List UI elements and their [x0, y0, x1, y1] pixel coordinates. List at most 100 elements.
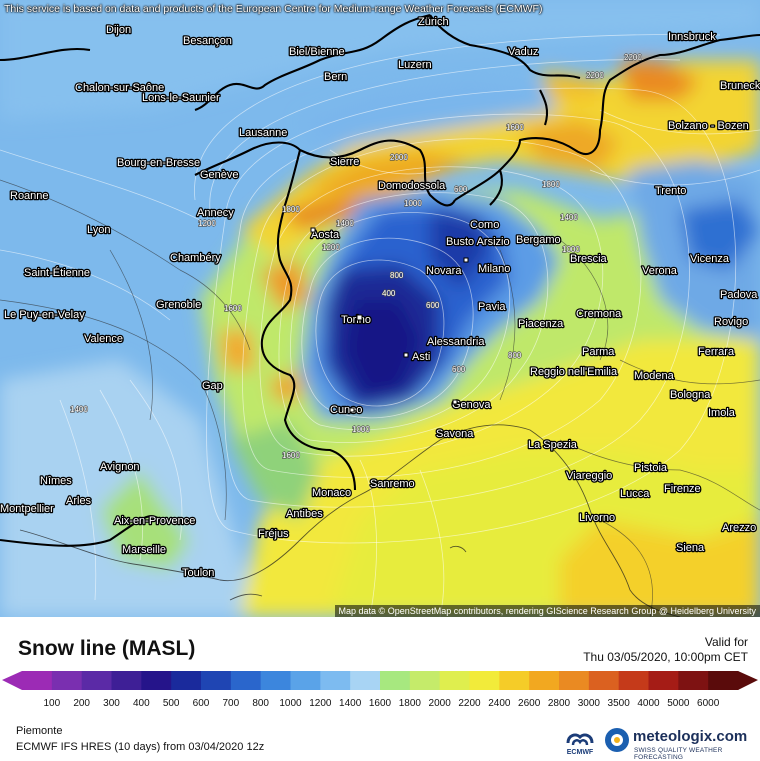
isoline-label: 1400	[70, 405, 88, 414]
scale-color-bin	[648, 671, 679, 690]
scale-tick-label: 3000	[577, 698, 600, 709]
city-label: Padova	[720, 289, 758, 301]
city-label: Annecy	[197, 207, 234, 219]
city-label: Zürich	[418, 16, 449, 28]
country-borders	[0, 13, 760, 547]
city-label: Bourg-en-Bresse	[117, 157, 200, 169]
snow-line-field	[0, 0, 760, 617]
city-label: Luzern	[398, 59, 432, 71]
city-label: Chalon-sur-Saône	[75, 82, 164, 94]
scale-tick-label: 2800	[547, 698, 571, 709]
isoline-label: 800	[390, 271, 404, 280]
isoline-label: 400	[382, 289, 396, 298]
city-label: Modena	[634, 370, 675, 382]
snow-line-map[interactable]: 400 600 600 800 800 600 1000 1000 1200 1…	[0, 0, 760, 617]
city-label: Nîmes	[40, 475, 72, 487]
scale-arrow-right	[738, 671, 758, 690]
scale-color-bin	[588, 671, 620, 690]
region-name: Piemonte	[16, 725, 63, 737]
city-label: Saint-Étienne	[24, 266, 90, 279]
city-label: Ferrara	[698, 346, 735, 358]
model-run: ECMWF IFS HRES (10 days) from 03/04/2020…	[16, 741, 265, 753]
scale-color-bin	[618, 671, 649, 690]
isoline-label: 600	[454, 185, 468, 194]
scale-tick-label: 600	[192, 698, 210, 709]
scale-color-bin	[529, 671, 560, 690]
map-attribution[interactable]: Map data © OpenStreetMap contributors, r…	[334, 605, 760, 617]
meteologix-brand[interactable]: meteologix.com	[633, 728, 748, 745]
scale-color-bin	[230, 671, 262, 690]
city-label: Valence	[84, 333, 123, 345]
scale-tick-label: 300	[103, 698, 120, 709]
scale-tick-label: 400	[132, 698, 150, 709]
isoline-label: 2000	[390, 153, 408, 162]
isoline-label: 1400	[336, 219, 354, 228]
isolines	[0, 34, 760, 617]
cuneo-marker	[349, 407, 355, 413]
city-label: Asti	[412, 351, 430, 363]
isoline-label: 2200	[586, 71, 604, 80]
city-label: Antibes	[286, 508, 323, 520]
city-label: Grenoble	[156, 299, 201, 311]
city-label: Dijon	[106, 24, 131, 36]
scale-tick-label: 3500	[607, 698, 630, 709]
isoline-label: 1800	[282, 205, 300, 214]
isoline-label: 1600	[282, 451, 300, 460]
scale-color-bin	[51, 671, 83, 690]
scale-tick-label: 1400	[339, 698, 362, 709]
isoline-label: 1200	[198, 219, 216, 228]
scale-color-bin	[141, 671, 172, 690]
map-canvas[interactable]: 400 600 600 800 800 600 1000 1000 1200 1…	[0, 0, 760, 617]
ecmwf-logo-icon[interactable]	[562, 725, 598, 757]
city-label: Innsbruck	[668, 31, 716, 43]
city-label: Cuneo	[330, 404, 362, 416]
asti-marker	[403, 352, 409, 358]
scale-color-bin	[380, 671, 411, 690]
scale-color-bin	[469, 671, 500, 690]
city-label: Brescia	[570, 253, 608, 265]
city-label: Fréjus	[258, 528, 289, 540]
city-label: Busto Arsizio	[446, 236, 510, 248]
isoline-label: 1600	[224, 304, 242, 313]
isoline-label: 1400	[560, 213, 578, 222]
city-label: Bergamo	[516, 234, 561, 246]
scale-color-bin	[439, 671, 470, 690]
city-label: Milano	[478, 263, 510, 275]
city-label: Chambéry	[170, 252, 221, 264]
isoline-label: 2200	[624, 53, 642, 62]
isoline-label: 800	[508, 351, 522, 360]
scale-color-bin	[559, 671, 590, 690]
scale-tick-label: 5000	[667, 698, 690, 709]
scale-tick-label: 2400	[488, 698, 511, 709]
city-label: Verona	[642, 265, 678, 277]
city-label: Lausanne	[239, 127, 287, 139]
city-markers	[310, 227, 469, 413]
region-borders	[0, 179, 760, 617]
isoline-label: 1000	[352, 425, 370, 434]
city-label: Lyon	[87, 224, 110, 236]
scale-tick-label: 1200	[309, 698, 332, 709]
coastline	[19, 424, 681, 617]
scale-color-bin	[201, 671, 232, 690]
city-label: Bologna	[670, 389, 711, 401]
city-label: Novara	[426, 265, 462, 277]
scale-tick-label: 2200	[458, 698, 481, 709]
scale-color-bin	[499, 671, 530, 690]
city-label: Vaduz	[508, 46, 538, 58]
city-label: Vicenza	[690, 253, 730, 265]
city-label: Cremona	[576, 308, 622, 320]
torino-marker	[356, 314, 363, 321]
ecmwf-logo-text: ECMWF	[566, 749, 594, 756]
meteologix-logo-icon[interactable]	[604, 727, 630, 753]
color-scale-segments	[22, 671, 739, 690]
city-label: Alessandria	[427, 336, 485, 348]
color-scale	[2, 671, 758, 690]
scale-color-bin	[111, 671, 142, 690]
scale-color-bin	[350, 671, 381, 690]
milano-marker	[463, 257, 469, 263]
city-label: Firenze	[664, 483, 701, 495]
isoline-label: 1000	[562, 245, 580, 254]
city-label: Torino	[341, 314, 371, 326]
city-label: Pavia	[478, 301, 506, 313]
scale-tick-label: 2000	[428, 698, 451, 709]
